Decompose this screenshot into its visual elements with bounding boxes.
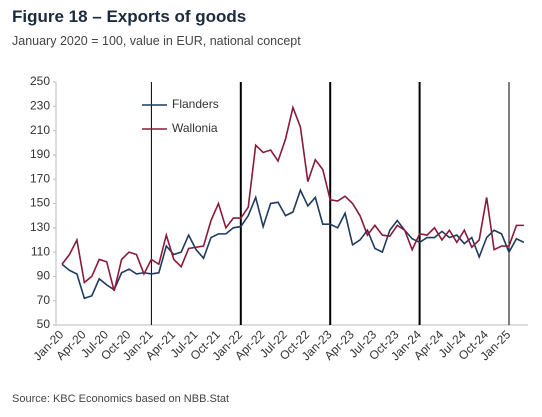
y-tick-label: 190 bbox=[30, 147, 50, 161]
y-tick-label: 130 bbox=[30, 220, 50, 234]
y-tick-label: 70 bbox=[37, 293, 51, 307]
y-tick-label: 50 bbox=[37, 317, 51, 331]
y-tick-label: 250 bbox=[30, 74, 50, 88]
y-tick-label: 90 bbox=[37, 269, 51, 283]
line-series bbox=[61, 104, 524, 292]
source-note: Source: KBC Economics based on NBB.Stat bbox=[12, 393, 229, 405]
y-tick-label: 210 bbox=[30, 123, 50, 137]
legend-label: Wallonia bbox=[172, 121, 218, 135]
y-tick-label: 230 bbox=[30, 98, 50, 112]
y-tick-label: 170 bbox=[30, 171, 50, 185]
legend-label: Flanders bbox=[172, 97, 219, 111]
chart-subtitle: January 2020 = 100, value in EUR, nation… bbox=[12, 34, 301, 48]
y-tick-label: 150 bbox=[30, 196, 50, 210]
line-series bbox=[61, 188, 525, 300]
y-tick-label: 110 bbox=[31, 244, 50, 258]
chart-title: Figure 18 – Exports of goods bbox=[12, 7, 246, 26]
